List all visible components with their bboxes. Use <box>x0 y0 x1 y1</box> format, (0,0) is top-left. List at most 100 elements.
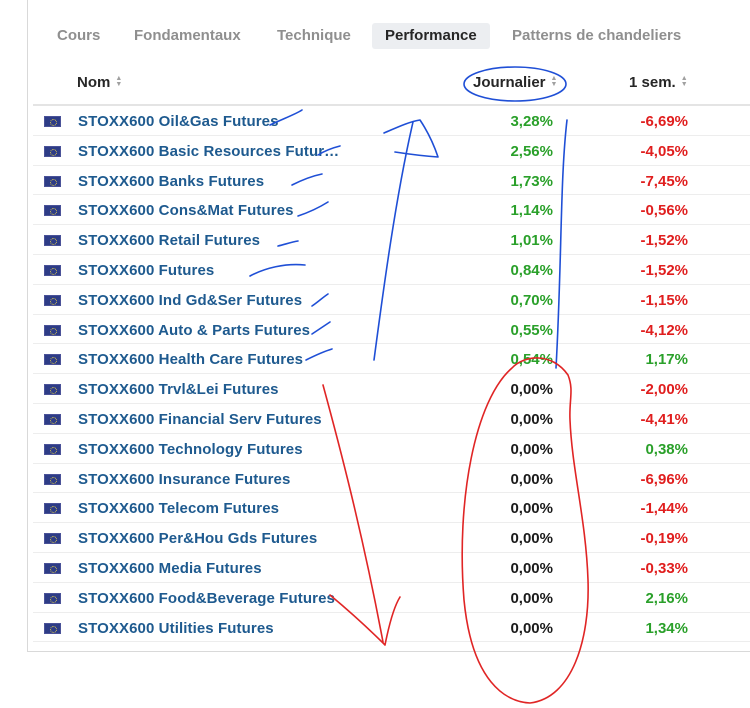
eu-flag-icon <box>44 622 61 634</box>
eu-flag-icon <box>44 592 61 604</box>
eu-flag-icon <box>44 145 61 157</box>
tab-technique[interactable]: Technique <box>277 27 351 44</box>
eu-flag-icon <box>44 533 61 545</box>
table-row[interactable]: STOXX600 Food&Beverage Futures 0,00% 2,16% <box>33 583 750 613</box>
column-header-daily-label: Journalier <box>473 74 546 91</box>
table-row[interactable]: STOXX600 Oil&Gas Futures 3,28% -6,69% <box>33 106 750 136</box>
instrument-name-link[interactable]: STOXX600 Futures <box>78 261 215 279</box>
week-change: 1,17% <box>645 351 688 369</box>
table-row[interactable]: STOXX600 Auto & Parts Futures 0,55% -4,12% <box>33 315 750 345</box>
daily-change: 0,55% <box>510 321 553 339</box>
sort-arrows-icon: ▲ ▼ <box>550 75 558 88</box>
table-row[interactable]: STOXX600 Insurance Futures 0,00% -6,96% <box>33 464 750 494</box>
table-row[interactable]: STOXX600 Financial Serv Futures 0,00% -4,4… <box>33 404 750 434</box>
table-row[interactable]: STOXX600 Cons&Mat Futures 1,14% -0,56% <box>33 195 750 226</box>
week-change: -4,41% <box>640 410 688 428</box>
daily-change: 0,00% <box>510 381 553 399</box>
eu-flag-icon <box>44 205 61 217</box>
tab-cours[interactable]: Cours <box>57 27 101 44</box>
eu-flag-icon <box>44 264 61 276</box>
table-row[interactable]: STOXX600 Ind Gd&Ser Futures 0,70% -1,15% <box>33 285 750 315</box>
instrument-name-link[interactable]: STOXX600 Utilities Futures <box>78 619 274 637</box>
eu-flag-icon <box>44 562 61 574</box>
week-change: 2,16% <box>645 589 688 607</box>
tab-fondamentaux[interactable]: Fondamentaux <box>134 27 241 44</box>
eu-flag-icon <box>44 116 61 127</box>
week-change: -1,52% <box>640 232 688 250</box>
daily-change: 0,00% <box>510 619 553 637</box>
table-row[interactable]: STOXX600 Per&Hou Gds Futures 0,00% -0,19% <box>33 523 750 553</box>
tab-performance[interactable]: Performance <box>372 23 490 49</box>
instrument-name-link[interactable]: STOXX600 Auto & Parts Futures <box>78 321 311 339</box>
instrument-name-link[interactable]: STOXX600 Telecom Futures <box>78 500 280 518</box>
instrument-name-link[interactable]: STOXX600 Basic Resources Futures <box>78 142 340 160</box>
column-header-name[interactable]: Nom ▲ ▼ <box>77 74 122 91</box>
daily-change: 3,28% <box>510 113 553 130</box>
instrument-name-link[interactable]: STOXX600 Technology Futures <box>78 440 303 458</box>
column-header-daily[interactable]: Journalier ▲ ▼ <box>473 74 557 91</box>
week-change: -0,33% <box>640 559 688 577</box>
week-change: -6,96% <box>640 470 688 488</box>
week-change: -4,12% <box>640 321 688 339</box>
eu-flag-icon <box>44 294 61 306</box>
table-row[interactable]: STOXX600 Media Futures 0,00% -0,33% <box>33 553 750 583</box>
instrument-name-link[interactable]: STOXX600 Retail Futures <box>78 232 261 250</box>
instrument-name-link[interactable]: STOXX600 Per&Hou Gds Futures <box>78 530 318 548</box>
instrument-name-link[interactable]: STOXX600 Media Futures <box>78 559 262 577</box>
table-header: Nom ▲ ▼ Journalier ▲ ▼ 1 sem. ▲ ▼ <box>28 68 750 98</box>
daily-change: 0,00% <box>510 440 553 458</box>
week-change: -7,45% <box>640 172 688 190</box>
week-change: -0,56% <box>640 202 688 220</box>
table-row[interactable]: STOXX600 Basic Resources Futures 2,56% -4,… <box>33 136 750 166</box>
instrument-name-link[interactable]: STOXX600 Financial Serv Futures <box>78 410 322 428</box>
daily-change: 1,01% <box>510 232 553 250</box>
instrument-name-link[interactable]: STOXX600 Cons&Mat Futures <box>78 202 294 220</box>
eu-flag-icon <box>44 175 61 187</box>
column-header-week-label: 1 sem. <box>629 74 676 91</box>
table-row[interactable]: STOXX600 Trvl&Lei Futures 0,00% -2,00% <box>33 374 750 404</box>
table-row[interactable]: STOXX600 Retail Futures 1,01% -1,52% <box>33 225 750 255</box>
tab-patterns-de-chandeliers[interactable]: Patterns de chandeliers <box>512 27 682 44</box>
week-change: 0,38% <box>645 440 688 458</box>
daily-change: 0,70% <box>510 291 553 309</box>
eu-flag-icon <box>44 324 61 336</box>
eu-flag-icon <box>44 503 61 515</box>
eu-flag-icon <box>44 354 61 366</box>
instrument-name-link[interactable]: STOXX600 Ind Gd&Ser Futures <box>78 291 303 309</box>
daily-change: 0,00% <box>510 559 553 577</box>
week-change: 1,34% <box>645 619 688 637</box>
daily-change: 2,56% <box>510 142 553 160</box>
eu-flag-icon <box>44 443 61 455</box>
instrument-name-link[interactable]: STOXX600 Food&Beverage Futures <box>78 589 335 607</box>
instrument-name-link[interactable]: STOXX600 Oil&Gas Futures <box>78 113 279 130</box>
week-change: -0,19% <box>640 530 688 548</box>
daily-change: 0,54% <box>510 351 553 369</box>
daily-change: 1,73% <box>510 172 553 190</box>
eu-flag-icon <box>44 473 61 485</box>
column-header-week[interactable]: 1 sem. ▲ ▼ <box>629 74 688 91</box>
instrument-name-link[interactable]: STOXX600 Health Care Futures <box>78 351 304 369</box>
table-row[interactable]: STOXX600 Utilities Futures 0,00% 1,34% <box>33 613 750 643</box>
sort-arrows-icon: ▲ ▼ <box>680 75 688 88</box>
table-row[interactable]: STOXX600 Health Care Futures 0,54% 1,17% <box>33 344 750 375</box>
week-change: -4,05% <box>640 142 688 160</box>
performance-table-body: STOXX600 Oil&Gas Futures 3,28% -6,69% STOXX… <box>33 106 750 643</box>
daily-change: 1,14% <box>510 202 553 220</box>
table-row[interactable]: STOXX600 Futures 0,84% -1,52% <box>33 255 750 285</box>
daily-change: 0,00% <box>510 470 553 488</box>
table-row[interactable]: STOXX600 Telecom Futures 0,00% -1,44% <box>33 493 750 524</box>
daily-change: 0,00% <box>510 410 553 428</box>
eu-flag-icon <box>44 384 61 396</box>
quotes-panel: Cours Fondamentaux Technique Performance… <box>27 0 750 652</box>
instrument-name-link[interactable]: STOXX600 Insurance Futures <box>78 470 291 488</box>
table-row[interactable]: STOXX600 Banks Futures 1,73% -7,45% <box>33 166 750 196</box>
table-row[interactable]: STOXX600 Technology Futures 0,00% 0,38% <box>33 434 750 464</box>
instrument-name-link[interactable]: STOXX600 Banks Futures <box>78 172 265 190</box>
daily-change: 0,00% <box>510 589 553 607</box>
sort-arrows-icon: ▲ ▼ <box>115 75 123 88</box>
daily-change: 0,00% <box>510 530 553 548</box>
instrument-name-link[interactable]: STOXX600 Trvl&Lei Futures <box>78 381 279 399</box>
header-divider <box>33 104 750 106</box>
week-change: -1,15% <box>640 291 688 309</box>
week-change: -6,69% <box>640 113 688 130</box>
